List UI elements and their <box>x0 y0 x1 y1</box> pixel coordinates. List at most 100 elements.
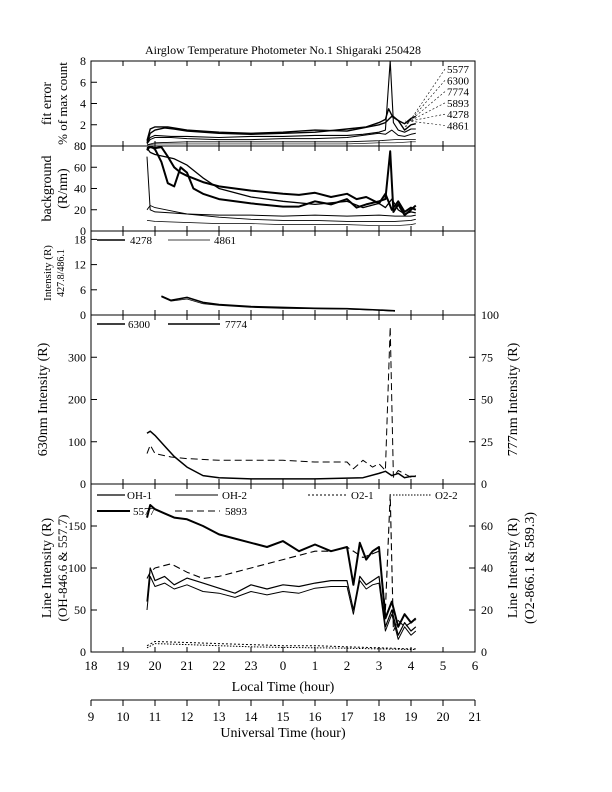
panel-fit-error: 0 2 4 6 8 fit error% of max count 557763007774… <box>40 54 476 153</box>
x-tick-label-ut: 17 <box>341 709 355 724</box>
x-tick-label-ut: 20 <box>437 709 450 724</box>
y2-tick-label: 25 <box>481 435 493 449</box>
x-tick-label-ut: 14 <box>245 709 259 724</box>
legend-label: OH-2 <box>222 490 247 502</box>
series-line-OH-1 <box>146 567 417 636</box>
legend-leader <box>404 102 446 124</box>
y-tick-label: 200 <box>68 393 86 407</box>
y2-tick-label: 75 <box>481 350 493 364</box>
series-line-trace-3 <box>146 147 416 215</box>
x-axis-label-ut: Universal Time (hour) <box>220 726 346 741</box>
y2-axis-label: Line Intensity (R) <box>506 518 521 619</box>
x-tick-label-local: 20 <box>149 658 162 673</box>
y-tick-label: 0 <box>80 224 86 238</box>
series-line-4278 <box>146 139 416 146</box>
legend-label-4278: 4278 <box>447 109 470 121</box>
series-line-O2-1 <box>146 641 416 650</box>
y-tick-label: 4 <box>80 97 86 111</box>
panel-background: 0 20 40 60 80 background (R/nm) <box>40 139 476 238</box>
x-tick-label-ut: 12 <box>181 709 194 724</box>
series-line-trace-1 <box>146 146 417 213</box>
x-axis-label-local: Local Time (hour) <box>232 680 335 695</box>
x-tick-label-ut: 15 <box>277 709 290 724</box>
figure-title: Airglow Temperature Photometer No.1 Shig… <box>145 43 421 57</box>
y-tick-label: 300 <box>68 350 86 364</box>
x-tick-label-ut: 10 <box>117 709 130 724</box>
legend-leader <box>404 120 446 126</box>
series-line-7774 <box>146 326 416 478</box>
series-line-6300 <box>146 430 416 480</box>
y-axis-label: Intensity (R) <box>42 245 54 301</box>
y2-axis-label: (O2-866.1 & 589.3) <box>523 512 538 624</box>
series-line-5893 <box>146 493 417 632</box>
legend-leader <box>404 68 446 129</box>
series-line-trace-2 <box>146 146 417 217</box>
y-tick-label: 0 <box>80 139 86 153</box>
legend-label: 6300 <box>128 319 151 331</box>
y-tick-label: 50 <box>74 603 86 617</box>
y2-tick-label: 40 <box>481 561 493 575</box>
legend-label-5893: 5893 <box>447 98 470 110</box>
series-line-trace-6 <box>146 220 416 227</box>
panel-intensity-427-486: 0 6 12 18 Intensity (R) 427.8/486.1 4278 4861 <box>42 230 476 322</box>
series-line-4278 <box>161 295 396 312</box>
y-axis-label: Line Intensity (R) <box>40 518 55 619</box>
x-tick-label-local: 21 <box>181 658 194 673</box>
x-tick-label-local: 22 <box>213 658 226 673</box>
legend-label: 7774 <box>225 319 248 331</box>
x-tick-label-ut: 11 <box>149 709 162 724</box>
y2-tick-label: 0 <box>481 477 487 491</box>
y-axis-label: 427.8/486.1 <box>56 249 67 297</box>
x-tick-label-local: 6 <box>472 658 479 673</box>
series-line-trace-4 <box>146 156 416 217</box>
legend-label: 5577 <box>133 506 156 518</box>
y-tick-label: 0 <box>80 308 86 322</box>
legend-label: 4278 <box>130 235 153 247</box>
y-axis-label: % of max count <box>55 62 70 145</box>
legend-label: OH-1 <box>127 490 152 502</box>
x-tick-label-ut: 9 <box>88 709 95 724</box>
y-tick-label: 60 <box>74 160 86 174</box>
y-tick-label: 18 <box>74 232 86 246</box>
y-tick-label: 2 <box>80 118 86 132</box>
y2-tick-label: 50 <box>481 393 493 407</box>
y2-tick-label: 100 <box>481 308 499 322</box>
y-tick-label: 20 <box>74 203 86 217</box>
y-tick-label: 0 <box>80 477 86 491</box>
x-tick-label-ut: 13 <box>213 709 226 724</box>
legend-label: O2-1 <box>351 490 374 502</box>
y2-tick-label: 0 <box>481 645 487 659</box>
y-axis-label: fit error <box>40 82 55 125</box>
panel-frame <box>90 314 476 485</box>
y-axis-label: background <box>40 155 55 221</box>
x-tick-label-ut: 18 <box>373 709 386 724</box>
legend-leader <box>404 113 446 123</box>
y-tick-label: 80 <box>74 139 86 153</box>
y-axis-label: 630nm Intensity (R) <box>36 342 51 456</box>
y-tick-label: 12 <box>74 258 86 272</box>
x-tick-label-local: 0 <box>280 658 287 673</box>
y-tick-label: 100 <box>68 435 86 449</box>
y-tick-label: 6 <box>80 283 86 297</box>
x-tick-label-ut: 19 <box>405 709 418 724</box>
y2-axis-label: 777nm Intensity (R) <box>506 342 521 456</box>
x-tick-label-ut: 21 <box>469 709 482 724</box>
x-tick-label-local: 1 <box>312 658 319 673</box>
series-line-4861 <box>146 141 416 146</box>
y-tick-label: 8 <box>80 54 86 68</box>
y-tick-label: 0 <box>80 645 86 659</box>
legend-label-4861: 4861 <box>447 121 469 133</box>
x-tick-label-local: 3 <box>376 658 383 673</box>
y2-tick-label: 20 <box>481 603 493 617</box>
series-line-trace-5 <box>146 205 416 222</box>
series-line-5893 <box>146 129 416 145</box>
x-tick-label-local: 2 <box>344 658 351 673</box>
legend-label: O2-2 <box>435 490 458 502</box>
panel-630-777: 0 100 200 300 0 25 50 75 100 630nm Intensity (R) 7… <box>36 308 521 491</box>
series-line-O2-2 <box>146 643 416 650</box>
y-axis-label: (OH-846.6 & 557.7) <box>55 515 70 622</box>
series-line-6300 <box>146 115 416 141</box>
legend-label-7774: 7774 <box>447 87 470 99</box>
